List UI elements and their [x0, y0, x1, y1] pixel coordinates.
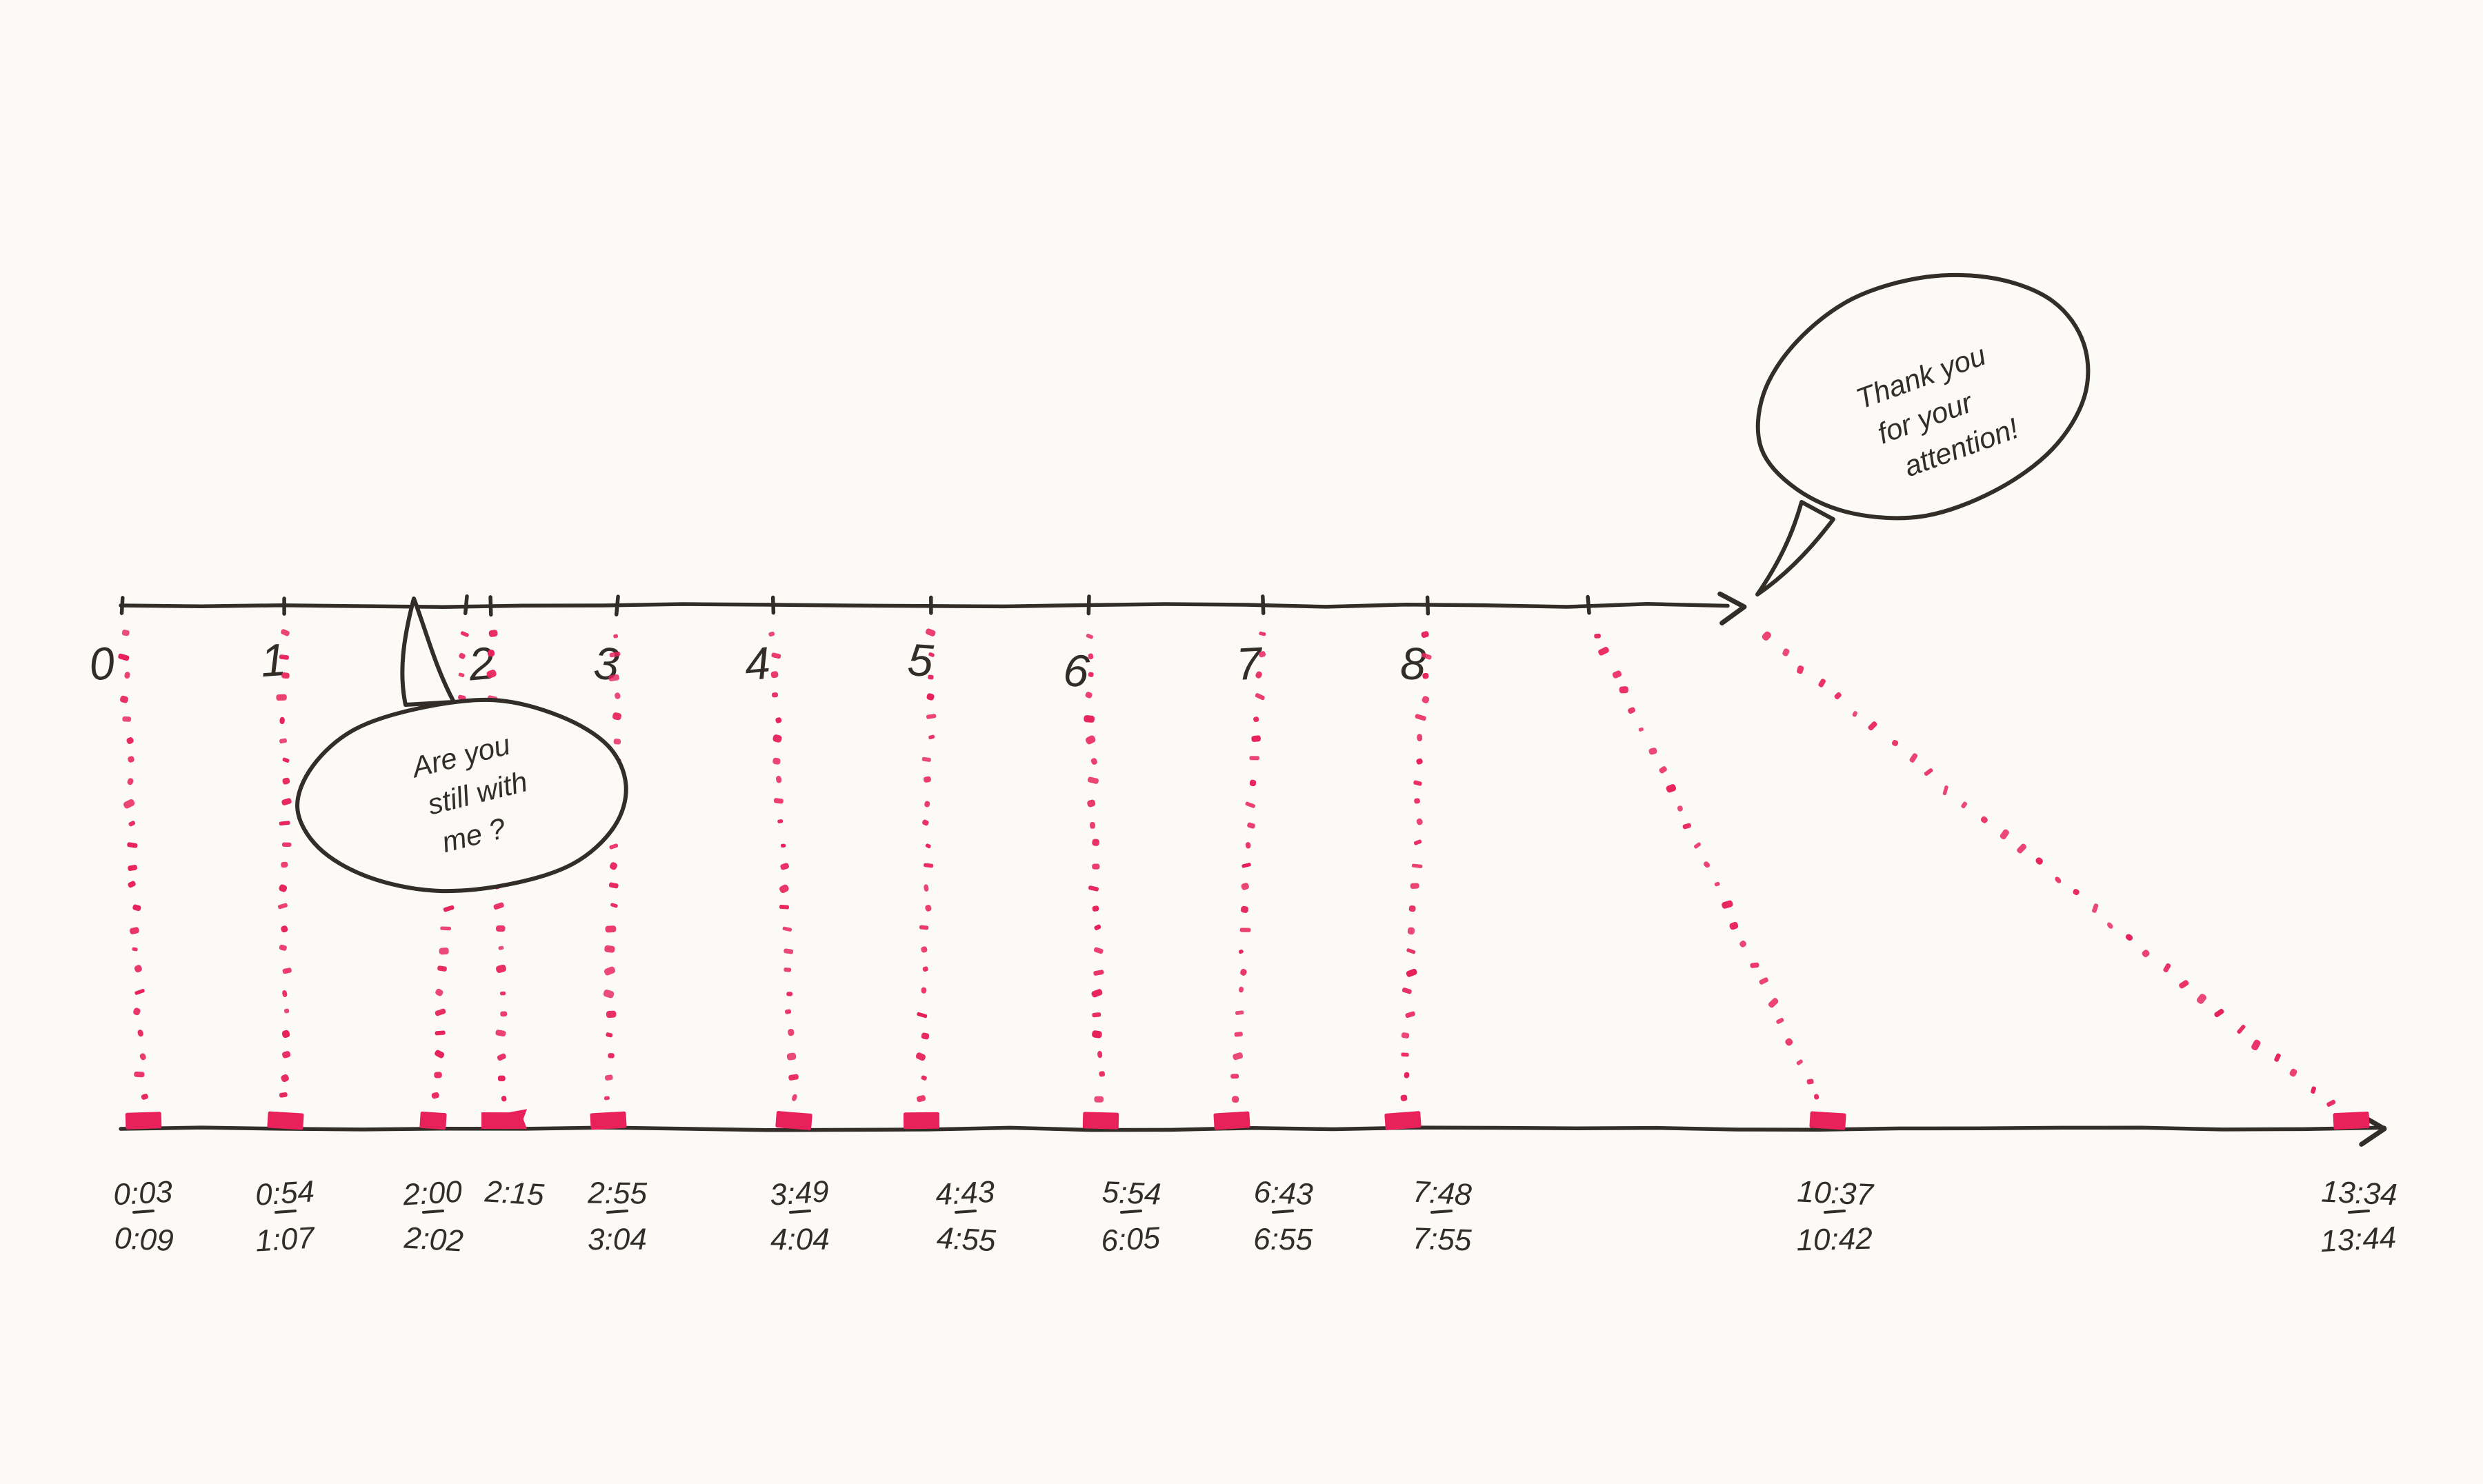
svg-text:13:34: 13:34 — [2321, 1175, 2398, 1212]
svg-text:6: 6 — [1061, 643, 1092, 696]
svg-text:0:09: 0:09 — [114, 1221, 174, 1258]
svg-text:7:55: 7:55 — [1412, 1221, 1473, 1257]
svg-text:13:44: 13:44 — [2320, 1221, 2397, 1259]
svg-text:4:43: 4:43 — [935, 1175, 996, 1212]
svg-text:7:48: 7:48 — [1412, 1175, 1473, 1212]
svg-text:3: 3 — [592, 637, 621, 690]
svg-text:6:43: 6:43 — [1253, 1175, 1314, 1212]
svg-text:0:03: 0:03 — [112, 1175, 174, 1212]
svg-text:6:05: 6:05 — [1100, 1221, 1161, 1259]
svg-text:4:55: 4:55 — [936, 1221, 997, 1259]
svg-text:2:02: 2:02 — [403, 1221, 465, 1258]
svg-text:10:42: 10:42 — [1796, 1222, 1873, 1258]
svg-text:4: 4 — [742, 637, 772, 690]
svg-text:4:04: 4:04 — [770, 1223, 830, 1256]
svg-text:2:55: 2:55 — [587, 1176, 648, 1210]
svg-text:8: 8 — [1399, 637, 1427, 689]
svg-text:1:07: 1:07 — [255, 1221, 317, 1258]
svg-text:3:04: 3:04 — [588, 1223, 647, 1257]
svg-text:7: 7 — [1235, 637, 1265, 690]
svg-text:10:37: 10:37 — [1797, 1174, 1875, 1212]
svg-text:0: 0 — [86, 636, 117, 690]
svg-text:1: 1 — [259, 634, 288, 686]
svg-text:3:49: 3:49 — [769, 1174, 830, 1212]
svg-text:2:00: 2:00 — [401, 1175, 463, 1212]
svg-text:2:15: 2:15 — [483, 1174, 546, 1212]
svg-text:6:55: 6:55 — [1253, 1223, 1313, 1257]
svg-text:2: 2 — [466, 637, 496, 690]
svg-text:0:54: 0:54 — [255, 1174, 316, 1212]
svg-text:5:54: 5:54 — [1101, 1175, 1162, 1212]
